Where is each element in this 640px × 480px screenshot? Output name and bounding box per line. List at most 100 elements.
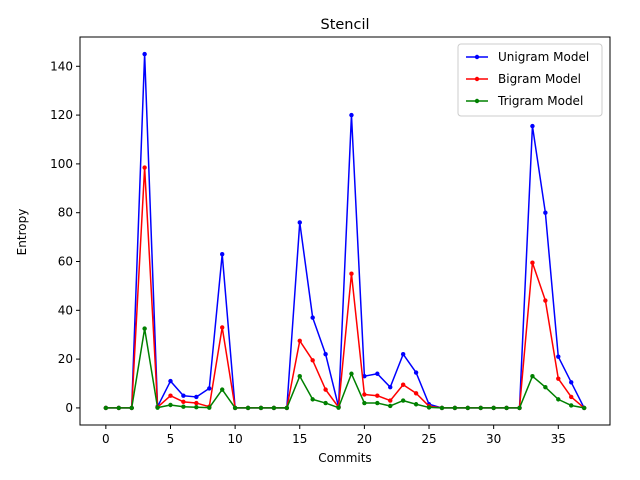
- y-tick-label: 100: [50, 157, 73, 171]
- data-point: [181, 404, 186, 409]
- legend-marker: [474, 98, 480, 104]
- data-point: [168, 378, 173, 384]
- y-tick-label: 120: [50, 108, 73, 122]
- legend-entry: Trigram Model: [466, 94, 583, 108]
- data-point: [517, 405, 522, 411]
- data-point: [388, 398, 393, 403]
- data-point: [543, 384, 548, 390]
- data-point: [116, 405, 121, 411]
- data-point: [194, 394, 199, 400]
- data-point: [297, 220, 302, 225]
- x-tick-label: 30: [486, 432, 501, 446]
- data-point: [543, 298, 548, 303]
- data-point: [271, 405, 277, 411]
- data-point: [530, 373, 535, 379]
- legend-marker: [474, 54, 480, 60]
- data-point: [310, 358, 315, 363]
- data-point: [543, 210, 548, 215]
- data-point: [375, 393, 380, 398]
- data-point: [245, 405, 251, 411]
- data-point: [569, 380, 574, 385]
- data-point: [375, 400, 380, 406]
- legend-marker: [474, 76, 480, 82]
- data-point: [413, 391, 419, 396]
- data-point: [297, 338, 302, 344]
- data-point: [220, 251, 225, 257]
- data-point: [181, 393, 186, 398]
- data-point: [581, 405, 587, 411]
- data-point: [388, 384, 393, 390]
- data-point: [258, 405, 264, 411]
- data-point: [220, 325, 225, 330]
- data-point: [530, 123, 535, 129]
- data-point: [491, 405, 496, 411]
- data-point: [400, 398, 406, 403]
- data-point: [362, 392, 367, 397]
- data-point: [168, 393, 173, 398]
- y-tick-label: 80: [58, 206, 73, 220]
- data-point: [194, 404, 199, 410]
- data-point: [413, 402, 419, 407]
- data-point: [310, 315, 315, 320]
- y-tick-label: 20: [58, 352, 73, 366]
- data-point: [323, 352, 328, 357]
- data-point: [310, 397, 315, 402]
- data-point: [439, 405, 445, 411]
- series-2: [103, 326, 587, 411]
- data-point: [207, 405, 212, 410]
- data-point: [168, 402, 173, 408]
- data-point: [207, 386, 212, 391]
- data-point: [323, 400, 328, 406]
- x-tick-label: 20: [357, 432, 372, 446]
- data-point: [142, 326, 147, 331]
- y-tick-label: 140: [50, 59, 73, 73]
- data-point: [556, 397, 561, 402]
- axes-frame: [79, 36, 611, 426]
- data-point: [530, 260, 535, 265]
- data-point: [569, 403, 574, 408]
- data-point: [142, 165, 147, 170]
- legend-label: Bigram Model: [498, 72, 581, 86]
- data-point: [362, 400, 367, 406]
- legend-label: Unigram Model: [498, 50, 589, 64]
- x-tick-label: 15: [292, 432, 307, 446]
- x-tick-label: 5: [167, 432, 175, 446]
- data-point: [349, 271, 354, 276]
- data-point: [426, 405, 432, 410]
- data-point: [181, 399, 186, 405]
- data-point: [103, 405, 109, 411]
- data-point: [297, 373, 302, 379]
- data-point: [155, 405, 160, 410]
- legend-entry: Bigram Model: [466, 72, 581, 86]
- x-tick-label: 35: [551, 432, 566, 446]
- data-point: [323, 387, 328, 392]
- data-point: [465, 405, 470, 411]
- y-axis-title: Entropy: [15, 209, 29, 256]
- data-point: [400, 352, 406, 357]
- data-point: [388, 403, 393, 409]
- legend-box: [457, 43, 603, 117]
- x-axis-title: Commits: [318, 451, 371, 465]
- data-point: [349, 112, 354, 118]
- data-point: [556, 354, 561, 359]
- data-point: [232, 405, 238, 411]
- data-point: [400, 382, 406, 387]
- x-tick-label: 25: [421, 432, 436, 446]
- data-point: [452, 405, 458, 411]
- data-point: [375, 371, 380, 376]
- data-point: [556, 376, 561, 381]
- data-point: [142, 51, 147, 57]
- legend-label: Trigram Model: [497, 94, 583, 108]
- legend: Unigram Model Bigram Model Trigram Model: [457, 43, 603, 117]
- data-point: [349, 371, 354, 376]
- x-tick-label: 0: [102, 432, 110, 446]
- data-point: [284, 405, 290, 411]
- data-point: [569, 394, 574, 400]
- plot-area: 0 5 10 15 20 25 30 35 0 20 40 60 80 100 120 140: [50, 36, 611, 446]
- chart-title: Stencil: [320, 17, 369, 33]
- data-point: [129, 405, 134, 411]
- data-point: [220, 387, 225, 392]
- data-point: [478, 405, 483, 411]
